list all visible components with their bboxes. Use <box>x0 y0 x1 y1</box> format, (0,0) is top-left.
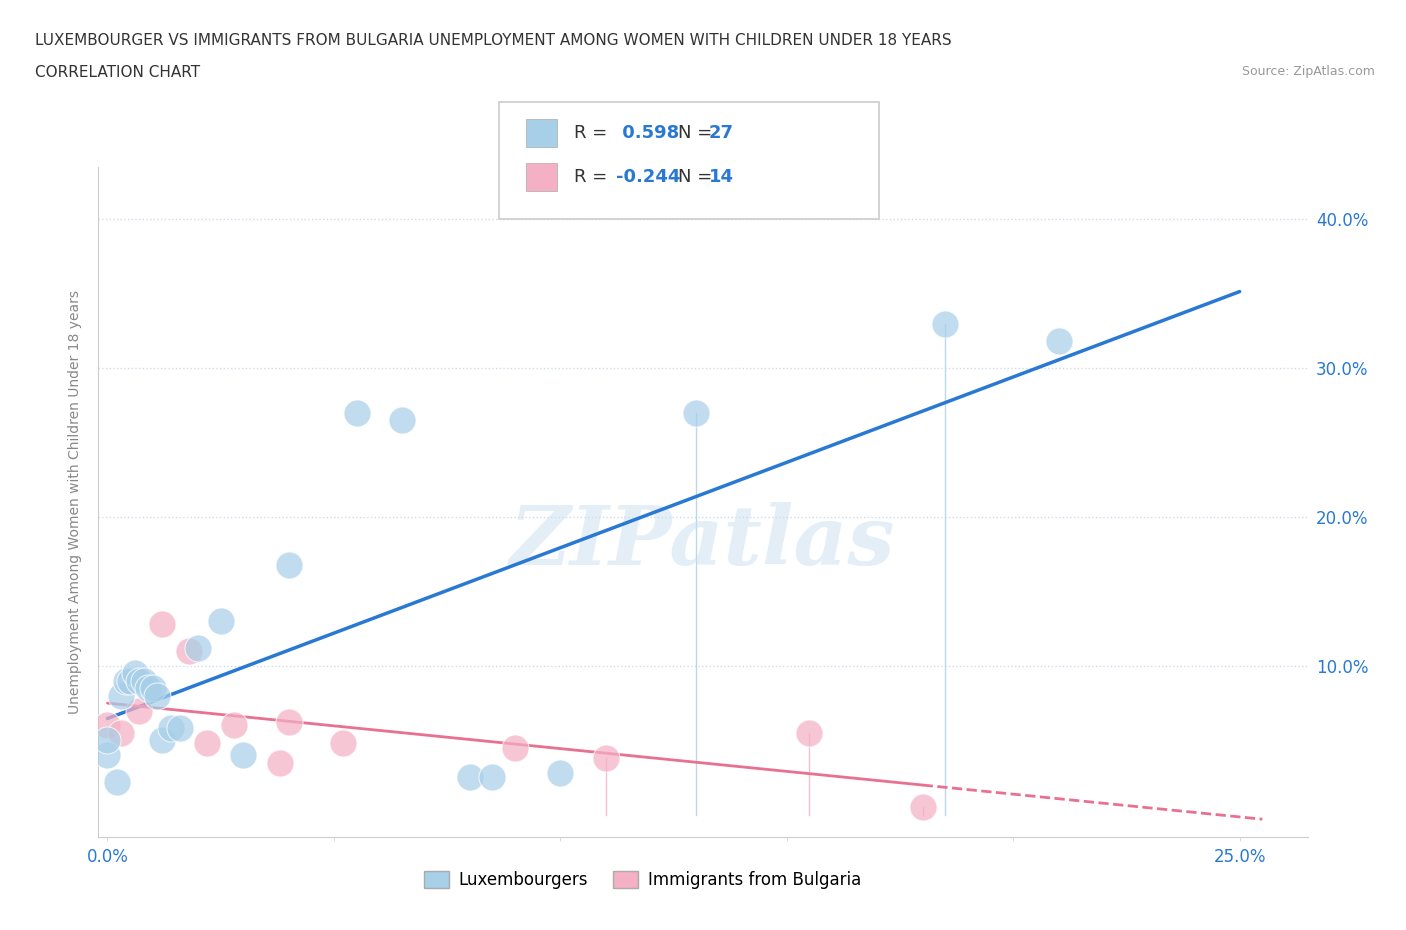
Point <box>146 688 169 703</box>
Legend: Luxembourgers, Immigrants from Bulgaria: Luxembourgers, Immigrants from Bulgaria <box>418 864 868 896</box>
Point <box>136 681 159 696</box>
Point <box>224 718 246 733</box>
Point <box>114 673 136 688</box>
Text: 14: 14 <box>709 167 734 186</box>
Point <box>128 673 150 688</box>
Point <box>120 673 142 688</box>
Point <box>209 614 232 629</box>
Point <box>391 413 413 428</box>
Point <box>799 725 821 740</box>
Point <box>96 748 118 763</box>
Point <box>177 644 200 658</box>
Point <box>481 770 503 785</box>
Text: Source: ZipAtlas.com: Source: ZipAtlas.com <box>1241 65 1375 78</box>
Point <box>110 688 132 703</box>
Text: 27: 27 <box>709 124 734 142</box>
Text: LUXEMBOURGER VS IMMIGRANTS FROM BULGARIA UNEMPLOYMENT AMONG WOMEN WITH CHILDREN : LUXEMBOURGER VS IMMIGRANTS FROM BULGARIA… <box>35 33 952 47</box>
Point <box>110 725 132 740</box>
Point <box>124 666 146 681</box>
Point <box>132 673 155 688</box>
Point <box>96 718 118 733</box>
Point <box>169 721 191 736</box>
Point <box>195 736 218 751</box>
Text: ZIPatlas: ZIPatlas <box>510 502 896 582</box>
Text: 0.598: 0.598 <box>616 124 679 142</box>
Point <box>934 316 956 331</box>
Point <box>346 405 368 420</box>
Text: R =: R = <box>574 124 607 142</box>
Point <box>277 715 299 730</box>
Point <box>232 748 254 763</box>
Text: R =: R = <box>574 167 607 186</box>
Text: N =: N = <box>678 124 711 142</box>
Point <box>332 736 354 751</box>
Point <box>911 800 934 815</box>
Point <box>96 733 118 748</box>
Point <box>128 703 150 718</box>
Point <box>1047 334 1070 349</box>
Point <box>150 733 173 748</box>
Point <box>187 641 209 656</box>
Point <box>503 740 526 755</box>
Y-axis label: Unemployment Among Women with Children Under 18 years: Unemployment Among Women with Children U… <box>69 290 83 714</box>
Point <box>269 755 291 770</box>
Text: -0.244: -0.244 <box>616 167 681 186</box>
Point <box>685 405 707 420</box>
Point <box>277 557 299 572</box>
Point <box>150 617 173 631</box>
Text: N =: N = <box>678 167 711 186</box>
Point <box>160 721 183 736</box>
Point <box>595 751 617 765</box>
Point <box>105 775 128 790</box>
Point <box>458 770 481 785</box>
Point <box>550 765 572 780</box>
Text: CORRELATION CHART: CORRELATION CHART <box>35 65 200 80</box>
Point <box>142 681 165 696</box>
